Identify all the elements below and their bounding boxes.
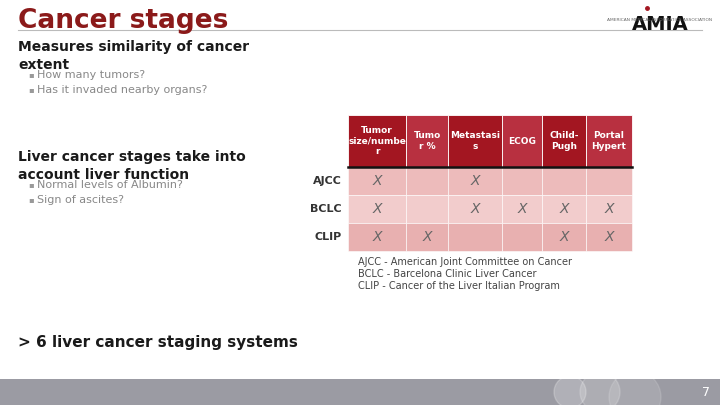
Bar xyxy=(0,379,720,405)
Text: AMIA: AMIA xyxy=(631,15,688,34)
Text: ECOG: ECOG xyxy=(508,136,536,145)
Text: BCLC - Barcelona Clinic Liver Cancer: BCLC - Barcelona Clinic Liver Cancer xyxy=(358,269,536,279)
Text: Measures similarity of cancer
extent: Measures similarity of cancer extent xyxy=(18,40,249,72)
Bar xyxy=(406,115,448,167)
Bar xyxy=(406,167,448,195)
Text: X: X xyxy=(372,202,382,216)
Text: Tumo
r %: Tumo r % xyxy=(413,131,441,151)
Bar xyxy=(348,223,406,251)
Text: X: X xyxy=(517,202,527,216)
Text: AJCC - American Joint Committee on Cancer: AJCC - American Joint Committee on Cance… xyxy=(358,257,572,267)
Text: Tumor
size/numbe
r: Tumor size/numbe r xyxy=(348,126,406,156)
Bar xyxy=(542,195,586,223)
Bar xyxy=(502,167,542,195)
Text: ▪: ▪ xyxy=(28,70,34,79)
Text: 7: 7 xyxy=(702,386,710,399)
Text: AJCC: AJCC xyxy=(313,176,342,186)
Text: AMERICAN MEDICAL INFORMATICS ASSOCIATION: AMERICAN MEDICAL INFORMATICS ASSOCIATION xyxy=(608,18,713,22)
Text: X: X xyxy=(372,230,382,244)
Bar xyxy=(542,167,586,195)
Circle shape xyxy=(554,376,586,405)
Text: BCLC: BCLC xyxy=(310,204,342,214)
Bar xyxy=(502,195,542,223)
Bar xyxy=(542,115,586,167)
Bar xyxy=(448,167,502,195)
Circle shape xyxy=(609,371,661,405)
Text: ▪: ▪ xyxy=(28,180,34,189)
Text: CLIP - Cancer of the Liver Italian Program: CLIP - Cancer of the Liver Italian Progr… xyxy=(358,281,560,291)
Bar xyxy=(586,195,632,223)
Bar xyxy=(406,223,448,251)
Text: X: X xyxy=(559,202,569,216)
Bar xyxy=(586,223,632,251)
Text: X: X xyxy=(470,202,480,216)
Text: Sign of ascites?: Sign of ascites? xyxy=(37,195,124,205)
Text: X: X xyxy=(604,202,613,216)
Text: Child-
Pugh: Child- Pugh xyxy=(549,131,579,151)
Text: How many tumors?: How many tumors? xyxy=(37,70,145,80)
Text: X: X xyxy=(470,174,480,188)
Text: ▪: ▪ xyxy=(28,195,34,204)
Text: > 6 liver cancer staging systems: > 6 liver cancer staging systems xyxy=(18,335,298,350)
Bar xyxy=(348,195,406,223)
Text: Cancer stages: Cancer stages xyxy=(18,8,228,34)
Bar xyxy=(348,115,406,167)
Text: X: X xyxy=(372,174,382,188)
Bar xyxy=(502,115,542,167)
Text: Portal
Hypert: Portal Hypert xyxy=(592,131,626,151)
Bar xyxy=(586,115,632,167)
Text: CLIP: CLIP xyxy=(315,232,342,242)
Text: X: X xyxy=(422,230,432,244)
Text: X: X xyxy=(604,230,613,244)
Text: Metastasi
s: Metastasi s xyxy=(450,131,500,151)
Text: ▪: ▪ xyxy=(28,85,34,94)
Text: Normal levels of Albumin?: Normal levels of Albumin? xyxy=(37,180,183,190)
Bar xyxy=(586,167,632,195)
Bar xyxy=(448,223,502,251)
Text: Has it invaded nearby organs?: Has it invaded nearby organs? xyxy=(37,85,207,95)
Bar xyxy=(448,115,502,167)
Bar xyxy=(542,223,586,251)
Bar xyxy=(448,195,502,223)
Text: X: X xyxy=(559,230,569,244)
Circle shape xyxy=(580,372,620,405)
Bar xyxy=(502,223,542,251)
Bar xyxy=(406,195,448,223)
Text: Liver cancer stages take into
account liver function: Liver cancer stages take into account li… xyxy=(18,150,246,182)
Bar xyxy=(348,167,406,195)
